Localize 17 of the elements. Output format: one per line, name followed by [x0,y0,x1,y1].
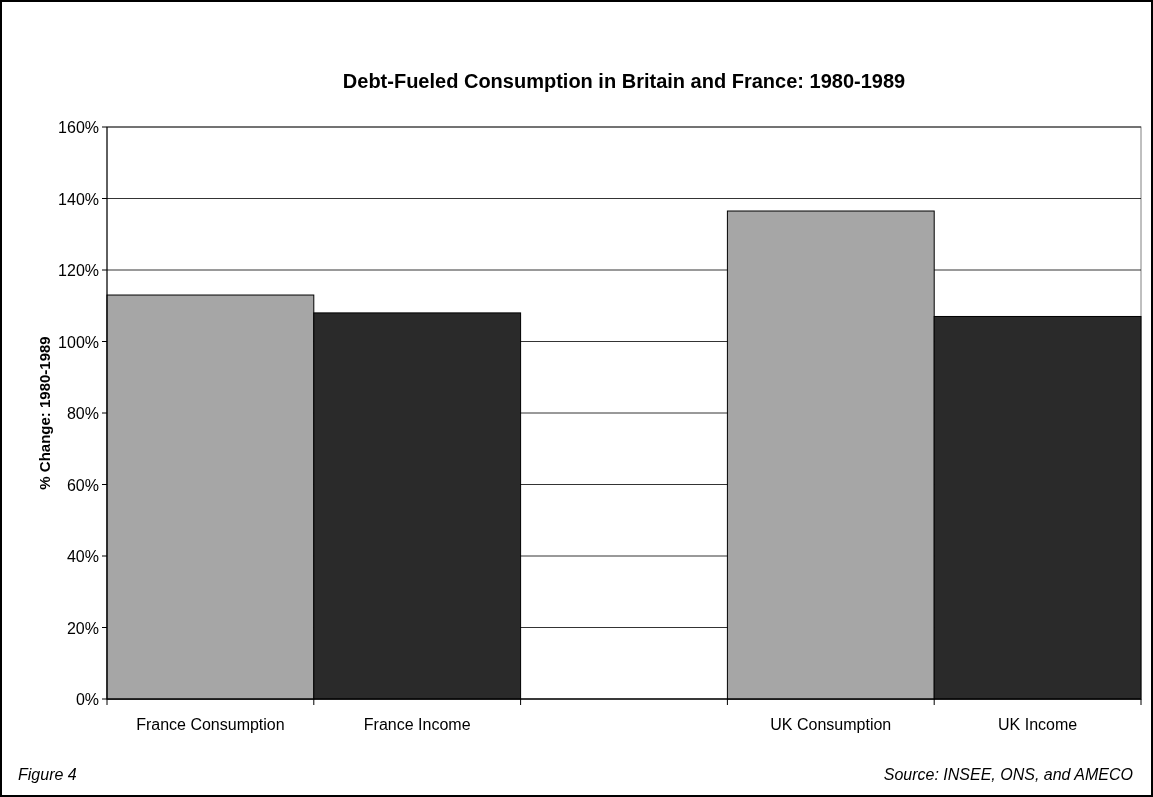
y-tick-label: 100% [58,333,99,351]
x-tick-label: France Income [363,716,471,733]
y-tick-label: 160% [58,119,99,136]
x-tick-label: UK Income [998,716,1078,733]
caption: Figure 4 [18,766,77,783]
x-tick-label: UK Consumption [770,716,892,733]
y-tick-label: 80% [66,405,99,422]
y-tick-label: 20% [66,619,99,637]
y-tick-label: 120% [58,262,99,279]
source-note: Source: INSEE, ONS, and AMECO [883,766,1133,783]
y-tick-label: 140% [58,190,99,208]
y-tick-label: 0% [75,691,99,708]
chart-title: Debt-Fueled Consumption in Britain and France: 1980-1989 [342,70,906,92]
y-tick-label: 60% [66,476,99,494]
y-axis-title: % Change: 1980-1989 [36,336,53,490]
y-tick-label: 40% [66,548,99,565]
x-tick-label: France Consumption [136,716,285,733]
